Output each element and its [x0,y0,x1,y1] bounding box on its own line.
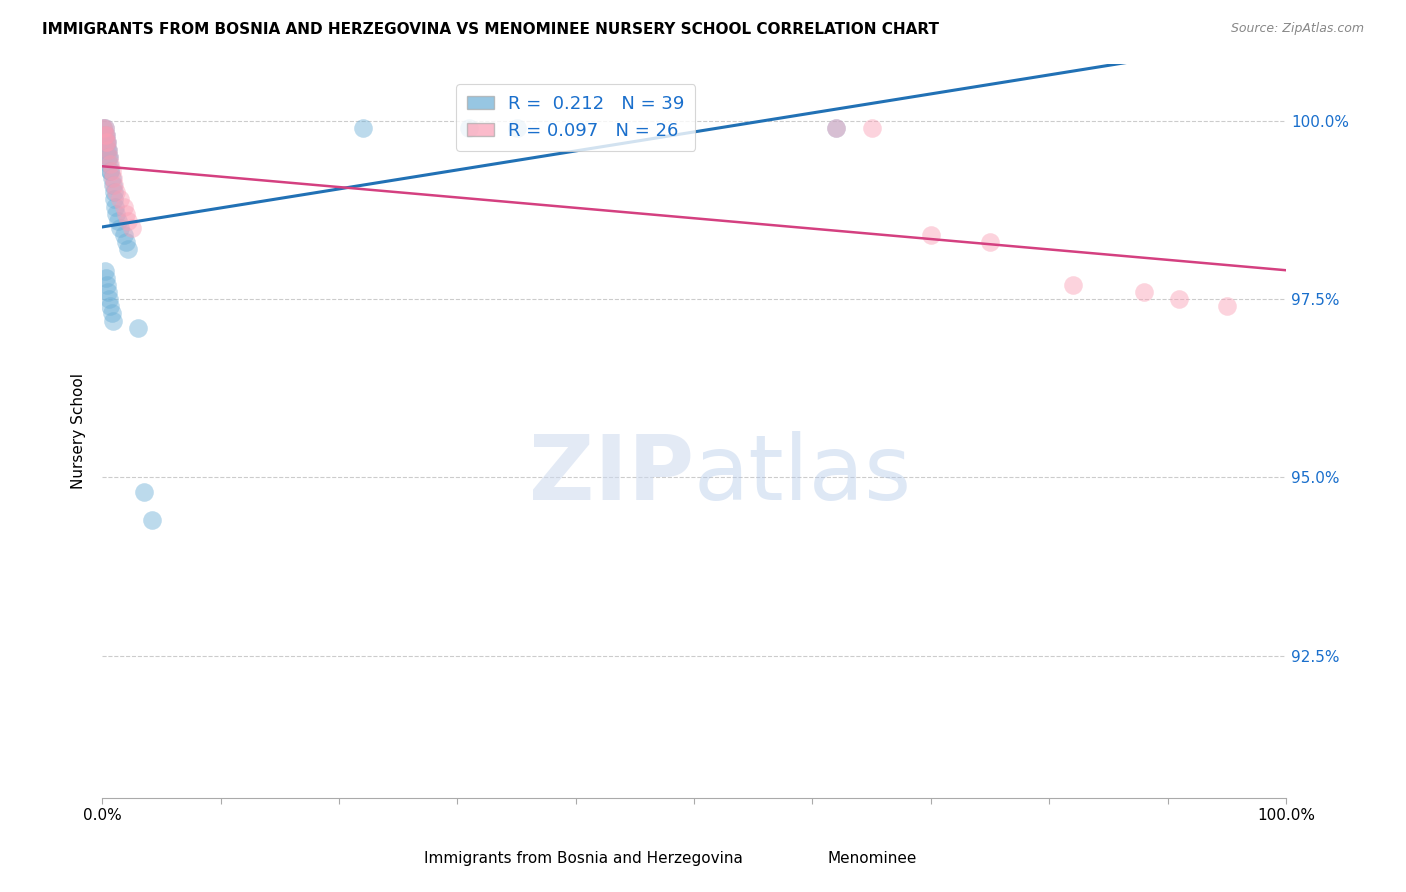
Point [352,121,374,136]
Point [93,121,115,136]
Point [1216,299,1239,313]
Point [117,214,139,228]
Point [100,299,122,313]
Point [121,221,143,235]
Text: Menominee: Menominee [827,852,917,866]
Point [94,136,117,150]
Point [100,306,122,320]
Point [505,121,527,136]
Point [100,164,122,178]
Point [100,157,122,171]
Point [97,150,120,164]
Y-axis label: Nursery School: Nursery School [72,373,86,489]
Point [98,150,121,164]
Point [117,243,139,257]
Point [458,121,481,136]
Text: Source: ZipAtlas.com: Source: ZipAtlas.com [1230,22,1364,36]
Point [108,221,131,235]
Point [97,143,120,157]
Point [1062,277,1084,292]
Point [112,228,135,243]
Point [94,128,117,143]
Point [97,285,120,299]
Point [101,313,124,327]
Point [103,193,125,207]
Text: IMMIGRANTS FROM BOSNIA AND HERZEGOVINA VS MENOMINEE NURSERY SCHOOL CORRELATION C: IMMIGRANTS FROM BOSNIA AND HERZEGOVINA V… [42,22,939,37]
Point [93,121,115,136]
Point [94,270,117,285]
Point [96,143,118,157]
Point [103,178,125,193]
Point [101,178,124,193]
Point [107,214,129,228]
Point [93,121,115,136]
Point [108,193,131,207]
Point [112,200,135,214]
Point [96,277,118,292]
Legend: R =  0.212   N = 39, R = 0.097   N = 26: R = 0.212 N = 39, R = 0.097 N = 26 [456,84,696,151]
Point [98,150,121,164]
Point [93,128,115,143]
Point [104,200,127,214]
Point [920,228,942,243]
Point [93,121,115,136]
Point [96,136,118,150]
Point [825,121,848,136]
Point [93,263,115,277]
Point [94,128,117,143]
Point [96,136,118,150]
Point [141,513,163,527]
Text: atlas: atlas [695,431,912,519]
Point [103,186,125,200]
Point [101,171,124,186]
Point [1168,292,1191,306]
Text: ZIP: ZIP [529,431,695,519]
Point [100,164,122,178]
Point [98,157,121,171]
Point [115,235,138,250]
Point [97,143,120,157]
Point [979,235,1001,250]
Point [115,207,138,221]
Point [127,320,149,334]
Point [105,186,128,200]
Text: Immigrants from Bosnia and Herzegovina: Immigrants from Bosnia and Herzegovina [425,852,742,866]
Point [1133,285,1156,299]
Point [825,121,848,136]
Point [105,207,128,221]
Point [100,164,122,178]
Point [132,484,155,499]
Point [93,128,115,143]
Point [100,171,122,186]
Point [860,121,883,136]
Point [98,292,121,306]
Point [94,136,117,150]
